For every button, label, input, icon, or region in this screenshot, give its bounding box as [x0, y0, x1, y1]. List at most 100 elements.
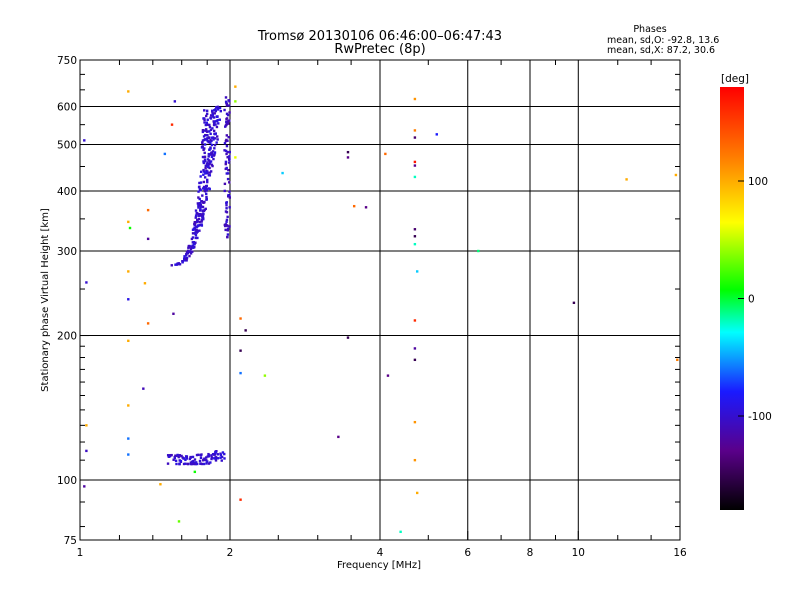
echo-point — [223, 452, 226, 456]
echo-point — [198, 229, 201, 232]
echo-point — [180, 454, 183, 458]
echo-point — [207, 152, 211, 156]
echo-point — [202, 201, 205, 204]
x-tick-label: 8 — [527, 547, 534, 559]
echo-point — [227, 104, 231, 107]
echo-point — [197, 190, 200, 193]
echo-point — [176, 453, 179, 457]
echo-point — [198, 212, 201, 216]
colorbar-tick-label: 0 — [748, 294, 755, 306]
echo-point — [228, 119, 231, 122]
echo-point — [217, 122, 220, 125]
echo-point — [210, 454, 213, 457]
echo-point — [219, 109, 222, 113]
echo-point — [193, 462, 196, 466]
echo-point — [226, 113, 230, 117]
echo-point — [127, 437, 130, 440]
x-tick-label: 1 — [77, 547, 84, 559]
echo-point — [224, 160, 228, 164]
echo-point — [216, 135, 219, 138]
echo-point — [226, 177, 230, 181]
echo-point — [197, 224, 200, 227]
echo-point — [208, 125, 212, 129]
echo-point — [228, 181, 231, 184]
echo-point — [208, 148, 211, 151]
echo-point — [226, 120, 230, 123]
echo-point — [184, 462, 187, 465]
echo-point — [198, 220, 201, 224]
echo-point — [172, 312, 175, 315]
colorbar-tick-label: -100 — [748, 411, 772, 423]
echo-point — [413, 420, 417, 424]
echo-point — [127, 453, 130, 456]
echo-point — [211, 150, 215, 153]
echo-point — [209, 132, 212, 136]
echo-point — [206, 460, 209, 463]
echo-point — [178, 462, 181, 466]
echo-point — [202, 462, 206, 466]
echo-point — [211, 164, 214, 168]
echo-point — [174, 459, 178, 463]
echo-point — [174, 263, 177, 266]
echo-point — [263, 374, 267, 377]
phases-heading: Phases — [633, 24, 666, 35]
echo-point — [185, 457, 188, 460]
y-tick-label: 75 — [64, 535, 77, 547]
echo-point — [198, 223, 202, 227]
echo-point — [195, 225, 198, 228]
echo-point — [413, 97, 417, 101]
echo-point — [210, 456, 214, 459]
echo-point — [212, 129, 216, 133]
echo-point — [206, 180, 209, 184]
echo-point — [413, 129, 417, 132]
echo-point — [173, 100, 177, 103]
echo-point — [191, 455, 195, 459]
echo-point — [201, 141, 204, 144]
echo-point — [346, 336, 350, 339]
echo-point — [143, 282, 147, 285]
echo-point — [214, 456, 217, 459]
echo-point — [227, 168, 230, 172]
echo-point — [185, 256, 189, 260]
echo-point — [216, 119, 219, 122]
echo-point — [142, 387, 145, 390]
echo-point — [219, 452, 222, 455]
echo-point — [210, 151, 214, 155]
y-tick-label: 600 — [57, 102, 77, 114]
echo-point — [212, 122, 216, 125]
echo-point — [203, 117, 206, 120]
echo-point — [223, 224, 227, 228]
echo-point — [225, 201, 229, 204]
echo-point — [223, 189, 226, 193]
echo-point — [203, 158, 207, 162]
echo-point — [212, 453, 216, 456]
echo-point — [192, 246, 195, 249]
echo-point — [413, 175, 417, 179]
echo-point — [206, 123, 209, 126]
echo-point — [413, 358, 417, 362]
echo-point — [210, 163, 214, 167]
echo-point — [201, 205, 205, 209]
echo-point — [207, 136, 211, 140]
echo-point — [199, 207, 202, 210]
echo-point — [203, 147, 206, 150]
echo-point — [181, 261, 184, 264]
echo-point — [435, 133, 438, 136]
echo-point — [196, 212, 199, 215]
echo-point — [228, 206, 231, 209]
echo-point — [213, 457, 216, 460]
echo-point — [183, 259, 186, 262]
echo-point — [202, 185, 206, 189]
echo-point — [194, 236, 198, 240]
echo-point — [188, 457, 192, 461]
echo-point — [352, 204, 356, 208]
echo-point — [239, 317, 242, 320]
echo-point — [198, 459, 202, 463]
echo-point — [185, 258, 188, 261]
echo-point — [206, 137, 209, 140]
echo-point — [193, 458, 197, 461]
echo-point — [214, 108, 217, 111]
echo-point — [127, 90, 130, 93]
echo-point — [197, 206, 200, 209]
echo-point — [226, 227, 230, 230]
